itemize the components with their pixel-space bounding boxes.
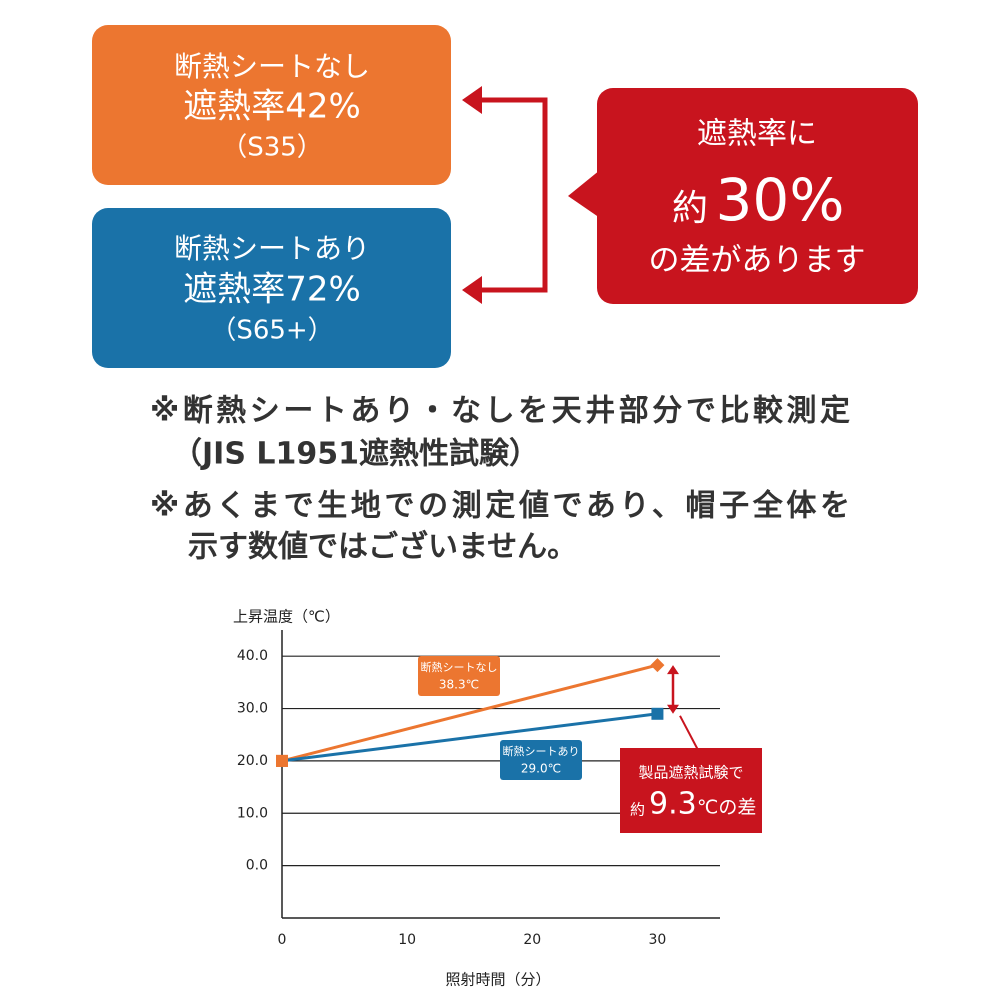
legend-entry: 断熱シートなし	[421, 660, 498, 674]
series-line	[281, 663, 658, 763]
callout-pointer	[568, 170, 600, 218]
box-no-sheet	[92, 25, 451, 185]
note-line: ※断熱シートあり・なしを天井部分で比較測定	[150, 394, 850, 429]
box-line: （S65+）	[210, 316, 333, 346]
point	[276, 754, 288, 767]
y-tick-label: 0.0	[246, 858, 268, 874]
box-line: 遮熱率72%	[183, 270, 361, 310]
x-tick-label: 30	[649, 932, 667, 948]
point	[651, 707, 664, 720]
notes: ※断熱シートあり・なしを天井部分で比較測定 （JIS L1951遮熱性試験） ※…	[150, 394, 850, 565]
box-line: （S35）	[221, 133, 323, 163]
arrowheads	[462, 86, 482, 304]
annotation-suffix: ℃の差	[697, 797, 756, 819]
annotation-box	[620, 748, 762, 833]
series-label-box	[418, 656, 500, 696]
callout-prefix: 約	[672, 188, 708, 229]
series-label-box	[500, 740, 582, 780]
y-tick-label: 10.0	[237, 805, 268, 821]
callout-big: 30%	[716, 166, 845, 234]
y-tick-label: 30.0	[237, 701, 268, 717]
y-tick-label: 20.0	[237, 753, 268, 769]
x-axis-label: 照射時間（分）	[445, 971, 550, 989]
x-tick-label: 0	[278, 932, 287, 948]
annotation-leader	[679, 715, 699, 751]
callout-line: の差があります	[649, 243, 866, 279]
box-line: 断熱シートあり	[174, 232, 370, 265]
y-axis-label: 上昇温度（℃）	[233, 608, 340, 626]
series-line	[281, 712, 658, 763]
box-line: 断熱シートなし	[174, 50, 370, 83]
box-text: 断熱シートなし 遮熱率42% （S35） 断熱シートあり 遮熱率72% （S65…	[174, 50, 370, 346]
callout-line: 遮熱率に	[697, 117, 817, 152]
callout-box	[597, 88, 918, 304]
x-tick-label: 10	[398, 932, 416, 948]
annotation-prefix: 約	[630, 801, 645, 819]
value-label: 38.3℃	[439, 678, 479, 692]
box-with-sheet	[92, 208, 451, 368]
annotation-value: 9.3	[649, 787, 697, 822]
note-line: ※あくまで生地での測定値であり、帽子全体を	[150, 489, 850, 524]
bracket	[478, 97, 548, 293]
callout-text: 遮熱率に 約 30% の差があります	[649, 117, 866, 279]
note-line: （JIS L1951遮熱性試験）	[172, 437, 539, 472]
value-label: 29.0℃	[521, 762, 561, 776]
y-tick-label: 40.0	[237, 648, 268, 664]
note-line: 示す数値ではございません。	[188, 530, 577, 565]
legend-entry: 断熱シートあり	[503, 744, 580, 758]
point	[650, 658, 665, 673]
box-line: 遮熱率42%	[183, 87, 361, 127]
x-tick-label: 20	[523, 932, 541, 948]
annotation-line: 製品遮熱試験で	[638, 764, 743, 782]
